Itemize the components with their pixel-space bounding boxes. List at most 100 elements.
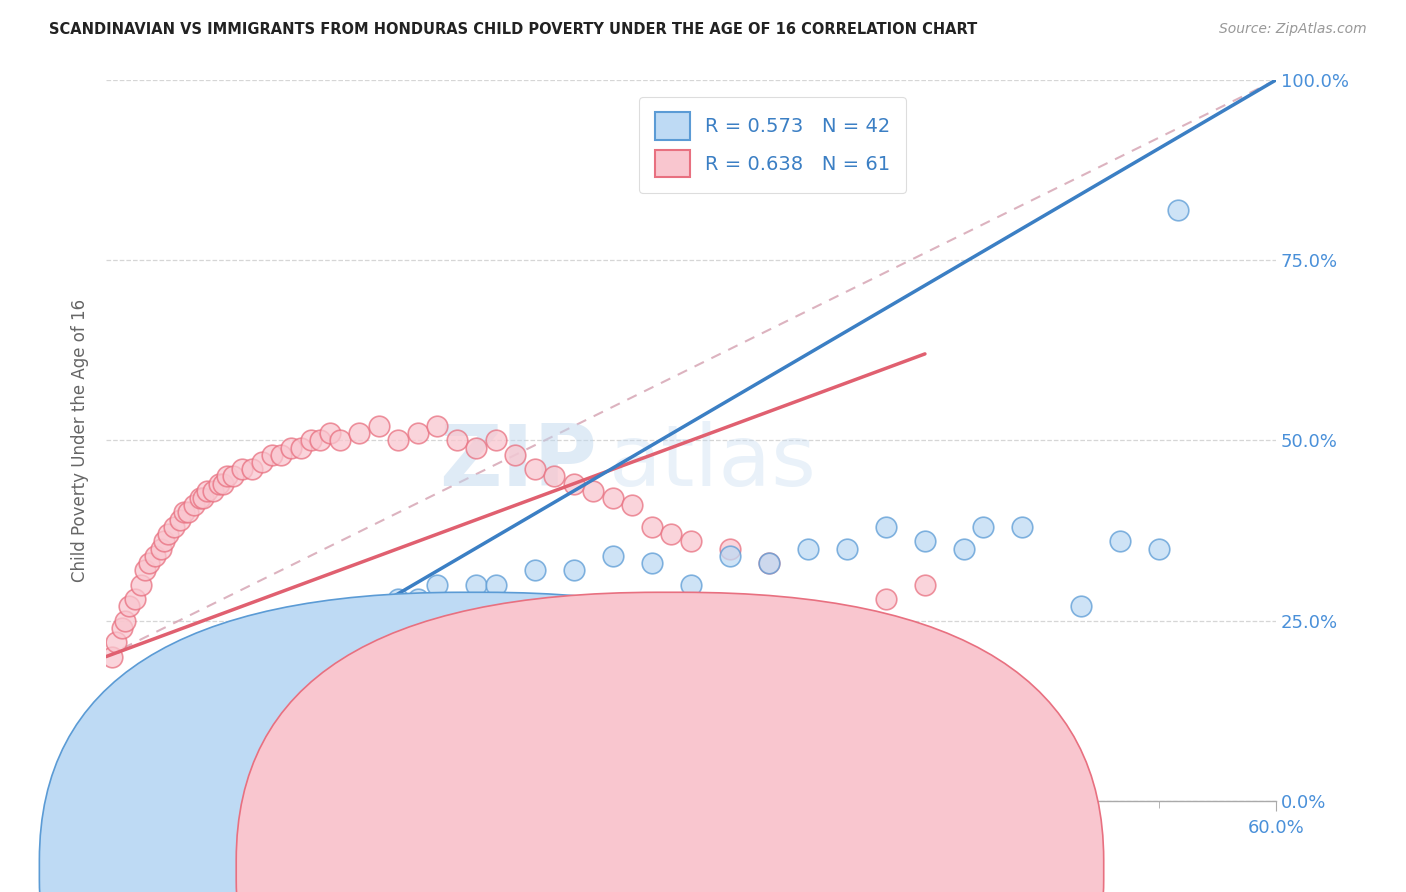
Text: Immigrants from Honduras: Immigrants from Honduras (696, 855, 921, 872)
Point (349, 607, 371, 621)
Point (118, 599, 141, 614)
Point (621, 498, 644, 512)
Point (195, 483, 218, 498)
Point (875, 520, 897, 534)
Point (153, 534, 176, 549)
Point (202, 678, 225, 692)
Point (718, 541, 741, 556)
Point (679, 577, 702, 591)
Point (177, 686, 200, 700)
Point (212, 664, 235, 678)
Point (114, 614, 136, 628)
Point (149, 541, 172, 556)
Point (349, 426, 371, 441)
Point (260, 448, 283, 462)
Point (329, 434, 352, 448)
Point (134, 563, 156, 577)
Point (368, 419, 391, 434)
Point (465, 577, 488, 591)
Point (163, 700, 186, 714)
Point (426, 419, 449, 434)
Point (485, 434, 508, 448)
Point (134, 722, 156, 736)
Point (679, 534, 702, 549)
Text: Scandinavians: Scandinavians (499, 855, 619, 872)
Point (221, 469, 243, 483)
Point (562, 563, 585, 577)
Point (124, 736, 146, 750)
Point (250, 455, 273, 469)
Point (758, 556, 780, 570)
Point (212, 476, 235, 491)
Point (208, 476, 231, 491)
Point (110, 621, 132, 635)
Point (100, 649, 122, 664)
Point (143, 549, 166, 563)
Point (387, 591, 409, 606)
Text: SCANDINAVIAN VS IMMIGRANTS FROM HONDURAS CHILD POVERTY UNDER THE AGE OF 16 CORRE: SCANDINAVIAN VS IMMIGRANTS FROM HONDURAS… (49, 22, 977, 37)
Point (562, 476, 585, 491)
Point (177, 506, 200, 520)
Point (129, 577, 152, 591)
Point (406, 426, 429, 441)
Point (641, 520, 664, 534)
Point (309, 434, 332, 448)
Point (1070, 599, 1092, 614)
Point (124, 591, 146, 606)
Point (104, 635, 127, 649)
Point (290, 441, 312, 455)
Point (202, 483, 225, 498)
Point (914, 534, 936, 549)
Point (835, 664, 858, 678)
Point (523, 563, 546, 577)
Point (368, 599, 391, 614)
Point (193, 491, 215, 505)
Point (953, 541, 976, 556)
Point (169, 513, 191, 527)
Point (329, 614, 352, 628)
Point (505, 448, 527, 462)
Point (661, 527, 683, 541)
Point (446, 599, 468, 614)
Point (835, 541, 858, 556)
Point (231, 657, 253, 671)
Point (215, 469, 238, 483)
Point (641, 556, 664, 570)
Point (1167, 202, 1189, 217)
Point (250, 649, 273, 664)
Point (875, 591, 897, 606)
Point (240, 462, 263, 476)
Point (270, 635, 292, 649)
Point (797, 649, 820, 664)
Text: Source: ZipAtlas.com: Source: ZipAtlas.com (1219, 22, 1367, 37)
Point (446, 434, 468, 448)
Point (138, 556, 160, 570)
Text: ZIP: ZIP (440, 420, 598, 503)
Point (280, 441, 302, 455)
Point (1147, 541, 1170, 556)
Point (188, 491, 211, 505)
Point (1011, 520, 1033, 534)
Point (523, 462, 546, 476)
Point (240, 664, 263, 678)
Point (1109, 534, 1132, 549)
Point (290, 628, 312, 642)
Point (582, 483, 605, 498)
Point (183, 498, 205, 512)
Point (758, 556, 780, 570)
Point (972, 520, 994, 534)
Point (114, 757, 136, 772)
Point (602, 549, 624, 563)
Point (173, 506, 195, 520)
Point (602, 491, 624, 505)
Point (149, 707, 172, 722)
Point (485, 577, 508, 591)
Point (426, 577, 449, 591)
Point (193, 671, 215, 685)
Point (797, 541, 820, 556)
Point (309, 635, 332, 649)
Text: atlas: atlas (609, 420, 817, 503)
Point (163, 520, 186, 534)
Point (270, 448, 292, 462)
Legend: R = 0.573   N = 42, R = 0.638   N = 61: R = 0.573 N = 42, R = 0.638 N = 61 (640, 97, 907, 193)
